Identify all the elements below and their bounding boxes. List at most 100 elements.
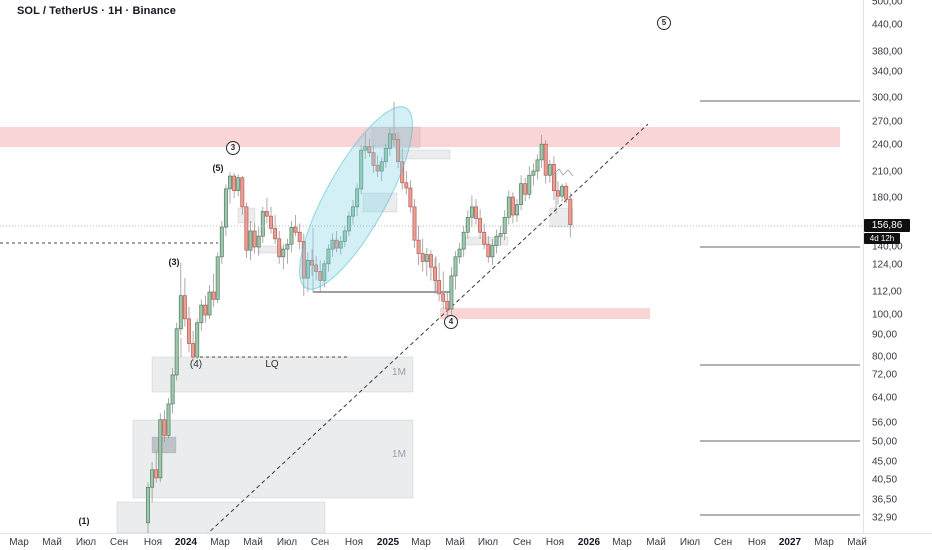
time-axis[interactable]: Мар Май Июл Сен Ноя 2024 Мар Май Июл Сен Ноя 2025 Ма… bbox=[0, 533, 932, 550]
price-tick-label: 300,00 bbox=[872, 92, 903, 104]
time-axis-month-label: Ноя bbox=[545, 537, 565, 548]
supply-demand-zone[interactable] bbox=[440, 308, 650, 319]
candle-body bbox=[383, 148, 388, 163]
price-tick-label: 50,00 bbox=[872, 436, 898, 448]
price-tick-label: 64,00 bbox=[872, 392, 898, 404]
trendline[interactable] bbox=[190, 123, 649, 533]
candle-body bbox=[531, 170, 536, 176]
candle-body bbox=[441, 293, 446, 302]
candle-body bbox=[310, 259, 314, 266]
candle-body bbox=[338, 241, 343, 249]
candle-body bbox=[211, 291, 216, 300]
candle-body bbox=[154, 469, 159, 479]
wave-label[interactable]: (1) bbox=[78, 516, 90, 526]
time-axis-month-label: Мар bbox=[9, 537, 29, 548]
candle-body bbox=[416, 239, 421, 254]
candle-body bbox=[412, 206, 417, 241]
candle-body bbox=[178, 295, 183, 330]
time-axis-month-label: Июл bbox=[276, 537, 298, 548]
price-tick-label: 32,90 bbox=[872, 512, 898, 524]
price-tick-label: 440,00 bbox=[872, 19, 903, 31]
candle-body bbox=[346, 215, 351, 232]
candle-body bbox=[502, 216, 507, 234]
candle-body bbox=[551, 164, 556, 192]
momentum-ellipse[interactable] bbox=[280, 93, 432, 302]
candle-body bbox=[240, 177, 245, 208]
time-axis-month-label: Май bbox=[42, 537, 62, 548]
candle-body bbox=[195, 322, 200, 358]
candle-body bbox=[322, 263, 327, 281]
candle-body bbox=[330, 239, 335, 250]
price-tick-label: 36,50 bbox=[872, 494, 898, 506]
zone-text-label[interactable]: LQ bbox=[265, 359, 279, 370]
candle-body bbox=[162, 419, 167, 436]
candle-body bbox=[474, 206, 478, 219]
order-block-box[interactable] bbox=[362, 192, 398, 213]
candle-body bbox=[170, 374, 175, 405]
time-axis-month-label: Ноя bbox=[344, 537, 364, 548]
candle-body bbox=[264, 211, 269, 217]
time-axis-month-label: Мар bbox=[210, 537, 230, 548]
order-block-box[interactable] bbox=[132, 419, 414, 499]
candle-body bbox=[326, 248, 331, 265]
candle-body bbox=[400, 161, 405, 184]
candle-body bbox=[191, 343, 196, 358]
supply-demand-zone[interactable] bbox=[0, 127, 840, 147]
candle-body bbox=[420, 253, 425, 262]
candle-body bbox=[404, 182, 409, 189]
candle-body bbox=[285, 243, 290, 250]
mini-pattern-sketch[interactable] bbox=[551, 168, 574, 177]
candle-body bbox=[506, 196, 511, 218]
price-tick-label: 124,00 bbox=[872, 259, 903, 271]
order-block-box[interactable] bbox=[464, 236, 509, 246]
price-axis[interactable]: 500,00 440,00 380,00 340,00 300,00 270,00 240,… bbox=[863, 0, 932, 533]
candle-body bbox=[535, 159, 540, 172]
candle-body bbox=[219, 226, 224, 258]
candle-body bbox=[252, 230, 257, 248]
candle-body bbox=[174, 328, 179, 376]
candle-body bbox=[342, 230, 347, 242]
candle-body bbox=[527, 174, 532, 195]
zone-text-label[interactable]: 1M bbox=[392, 449, 406, 460]
price-tick-label: 180,00 bbox=[872, 192, 903, 204]
price-tick-label: 90,00 bbox=[872, 329, 898, 341]
wave-label[interactable]: (5) bbox=[212, 163, 224, 173]
zone-text-label[interactable]: 1M bbox=[392, 367, 406, 378]
time-axis-month-label: Сен bbox=[512, 537, 532, 548]
candle-body bbox=[387, 133, 392, 149]
symbol-title[interactable]: SOL / TetherUS · 1H · Binance bbox=[17, 5, 176, 17]
order-block-box[interactable] bbox=[151, 356, 414, 393]
order-block-box[interactable] bbox=[116, 501, 326, 533]
chart-canvas[interactable]: (1)(3)(5)345(4)LQ1M1M10,7860,6180,50,382… bbox=[0, 0, 863, 533]
candle-body bbox=[199, 304, 204, 324]
time-axis-month-label: Ноя bbox=[143, 537, 163, 548]
candle-body bbox=[465, 216, 470, 233]
wave-label[interactable]: (3) bbox=[168, 257, 180, 267]
candle-body bbox=[150, 469, 155, 488]
candle-body bbox=[433, 266, 437, 281]
candle-body bbox=[568, 198, 573, 226]
candle-body bbox=[187, 318, 191, 344]
current-price-value: 156,86 bbox=[871, 220, 903, 231]
candle-body bbox=[564, 185, 569, 200]
candle-body bbox=[351, 206, 355, 217]
candle-body bbox=[301, 241, 306, 279]
time-axis-month-label: Мар bbox=[814, 537, 834, 548]
candle-body bbox=[539, 143, 544, 161]
candle-body bbox=[215, 256, 220, 300]
order-block-box[interactable] bbox=[371, 126, 421, 149]
price-tick-label: 340,00 bbox=[872, 66, 903, 78]
candle-body bbox=[371, 152, 376, 166]
candle-body bbox=[437, 280, 442, 295]
zone-text-label[interactable]: (4) bbox=[189, 359, 203, 370]
wave-label[interactable]: 3 bbox=[226, 141, 240, 155]
price-tick-label: 45,00 bbox=[872, 456, 898, 468]
price-tick-label: 270,00 bbox=[872, 116, 903, 128]
candle-body bbox=[379, 161, 384, 172]
candle-body bbox=[490, 245, 495, 258]
candle-body bbox=[519, 183, 524, 205]
wave-label[interactable]: 4 bbox=[444, 315, 458, 329]
wave-label[interactable]: 5 bbox=[657, 16, 671, 30]
price-tick-label: 240,00 bbox=[872, 139, 903, 151]
candle-body bbox=[515, 204, 519, 216]
